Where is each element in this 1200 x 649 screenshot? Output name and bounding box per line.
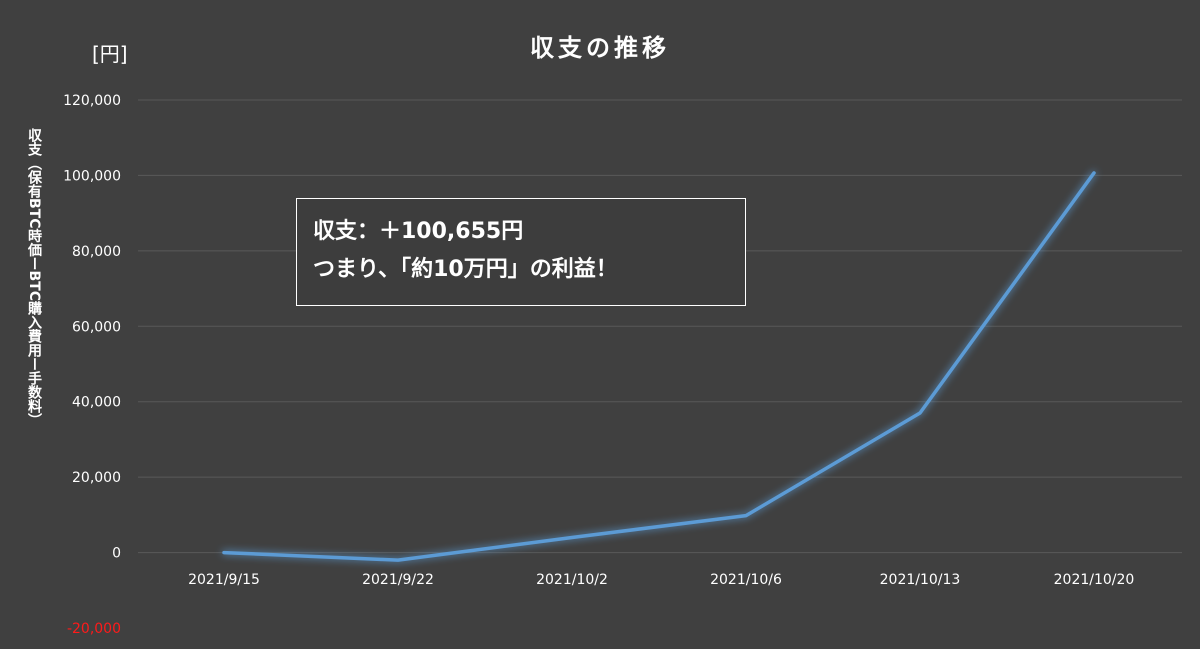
y-tick-label: 0 [112,546,121,562]
annotation-line-1: 収支：＋100,655円 [313,219,524,244]
x-tick-label: 2021/9/22 [362,572,434,588]
x-tick-label: 2021/9/15 [188,572,260,588]
y-tick-label: 80,000 [72,244,121,260]
y-axis-ticks: 120,000 100,000 80,000 60,000 40,000 20,000 0 -… [63,93,121,637]
y-tick-label: 100,000 [63,168,121,184]
y-tick-label: 60,000 [72,319,121,335]
annotation-box: 収支：＋100,655円 つまり、「約10万円」の利益！ [296,198,746,306]
y-tick-label: -20,000 [67,621,121,637]
series-layer [222,171,1096,562]
y-axis-label: 収支（保有BTC時価ーBTC購入費用ー手数料） [26,128,42,427]
gridlines [138,99,1182,554]
x-axis-ticks: 2021/9/15 2021/9/22 2021/10/2 2021/10/6 2021… [188,572,1134,588]
series-line [222,171,1096,562]
annotation-line-2: つまり、「約10万円」の利益！ [313,257,618,282]
chart-title: 収支の推移 [530,34,670,62]
x-tick-label: 2021/10/6 [710,572,782,588]
y-tick-label: 40,000 [72,395,121,411]
y-axis-unit: [円] [92,42,128,66]
x-tick-label: 2021/10/13 [880,572,961,588]
y-tick-label: 20,000 [72,470,121,486]
y-tick-label: 120,000 [63,93,121,109]
x-tick-label: 2021/10/20 [1054,572,1135,588]
x-tick-label: 2021/10/2 [536,572,608,588]
